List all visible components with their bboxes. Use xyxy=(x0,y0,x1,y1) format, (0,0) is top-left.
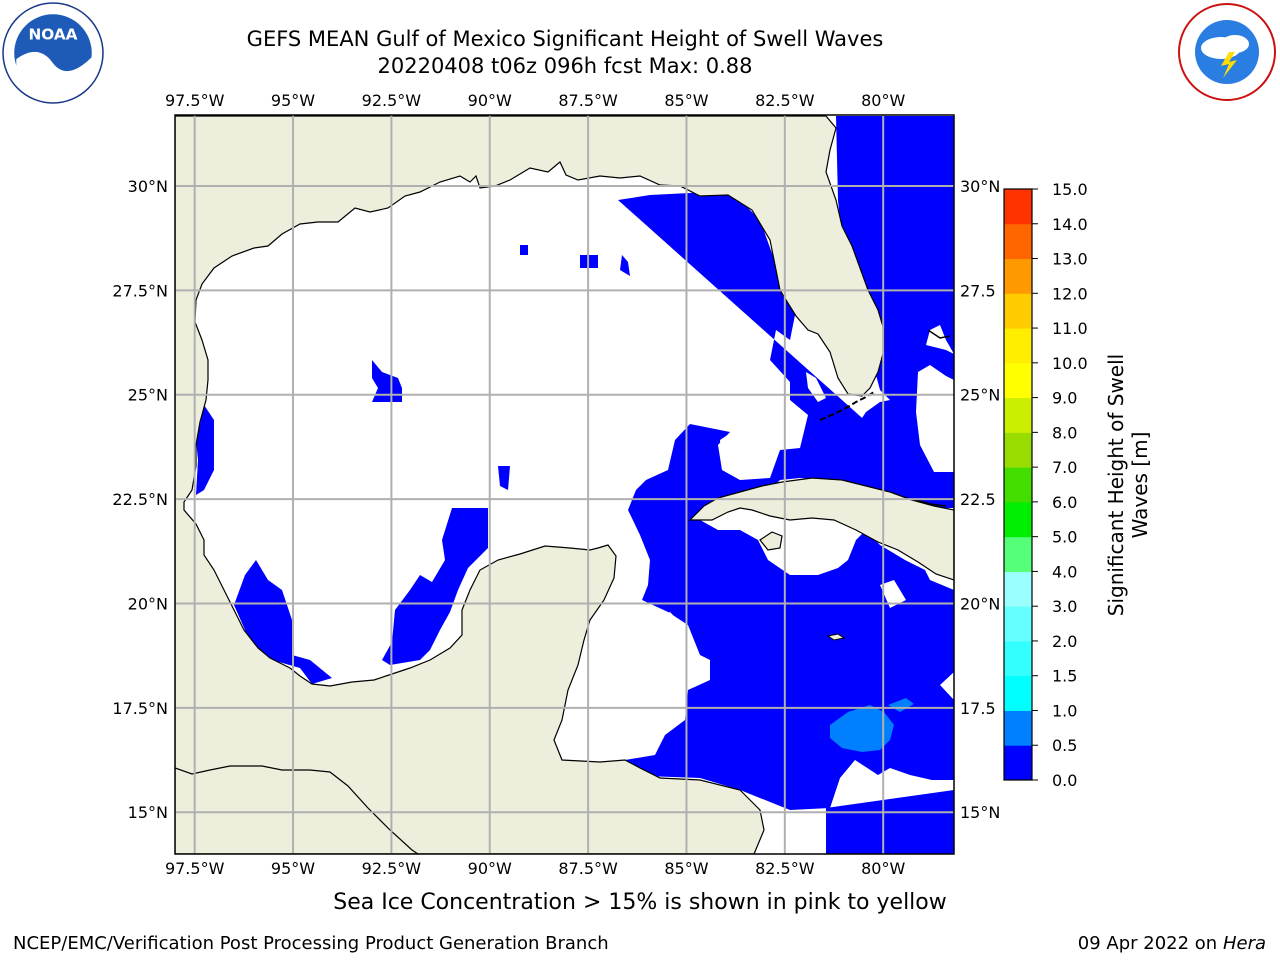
lat-label-right: 27.5 xyxy=(960,281,996,300)
colorbar-tick-label: 4.0 xyxy=(1052,562,1077,581)
colorbar-label: Significant Height of Swell Waves [m] xyxy=(1104,353,1152,617)
land-jamaica xyxy=(826,633,846,641)
lon-label: 87.5°W xyxy=(558,859,618,878)
colorbar-segment xyxy=(1004,675,1032,711)
colorbar-tick-label: 2.0 xyxy=(1052,632,1077,651)
lat-labels-right: 30°N 27.5 25°N 22.5 20°N 17.5 15°N xyxy=(960,177,1000,822)
lat-label: 17.5°N xyxy=(112,699,168,718)
colorbar-segment xyxy=(1004,710,1032,746)
lon-label: 92.5°W xyxy=(362,91,422,110)
land-florida-keys xyxy=(819,391,875,421)
land-pacific-shore xyxy=(175,765,420,854)
lon-label: 82.5°W xyxy=(755,91,815,110)
graticule xyxy=(175,115,954,854)
lon-label: 92.5°W xyxy=(362,859,422,878)
lon-label: 85°W xyxy=(664,859,708,878)
colorbar-segment xyxy=(1004,571,1032,607)
colorbar-frame xyxy=(1003,188,1033,781)
colorbar-segment xyxy=(1004,223,1032,260)
lon-label: 87.5°W xyxy=(558,91,618,110)
colorbar-segment xyxy=(1004,432,1032,468)
lon-label: 90°W xyxy=(468,91,512,110)
lat-label: 30°N xyxy=(128,177,168,196)
colorbar-tick-label: 0.0 xyxy=(1052,771,1077,790)
lat-label: 22.5°N xyxy=(112,490,168,509)
colorbar-segment xyxy=(1004,536,1032,572)
lon-label: 85°W xyxy=(664,91,708,110)
colorbar-segment xyxy=(1004,293,1032,329)
colorbar-segment xyxy=(1004,362,1032,399)
colorbar-tick-label: 15.0 xyxy=(1052,180,1088,199)
lat-label: 20°N xyxy=(128,594,168,613)
lon-label: 80°W xyxy=(861,859,905,878)
forecast-subtitle: 20220408 t06z 096h fcst Max: 0.88 xyxy=(377,54,753,78)
lon-label: 95°W xyxy=(271,859,315,878)
land-isla-juventud xyxy=(759,531,783,551)
colorbar-segment xyxy=(1004,501,1032,538)
lon-labels-bottom: 97.5°W 95°W 92.5°W 90°W 87.5°W 85°W 82.5°W 80°W xyxy=(165,859,906,878)
colorbar-tick-label: 3.0 xyxy=(1052,597,1077,616)
colorbar-tick-label: 5.0 xyxy=(1052,528,1077,547)
colorbar-tick-label: 1.5 xyxy=(1052,667,1077,686)
colorbar-tick-label: 1.0 xyxy=(1052,701,1077,720)
colorbar-tick-label: 13.0 xyxy=(1052,250,1088,269)
colorbar-tick-label: 8.0 xyxy=(1052,423,1077,442)
colorbar-tick-label: 7.0 xyxy=(1052,458,1077,477)
lon-label: 82.5°W xyxy=(755,859,815,878)
lat-label-right: 25°N xyxy=(960,386,1000,405)
map-title: GEFS MEAN Gulf of Mexico Significant Hei… xyxy=(246,27,884,51)
colorbar-tick-label: 10.0 xyxy=(1052,354,1088,373)
map-panel xyxy=(175,115,954,854)
date-text: 09 Apr 2022 on Hera xyxy=(1078,933,1266,954)
map-frame xyxy=(174,114,955,855)
lat-labels-left: 30°N 27.5°N 25°N 22.5°N 20°N 17.5°N 15°N xyxy=(112,177,168,822)
lat-label-right: 17.5 xyxy=(960,699,996,718)
lat-label-right: 15°N xyxy=(960,803,1000,822)
colorbar-tick-label: 12.0 xyxy=(1052,284,1088,303)
colorbar-segment xyxy=(1004,328,1032,364)
field-gaps xyxy=(650,365,954,640)
nws-logo xyxy=(1178,3,1276,101)
colorbar-tick-label: 0.5 xyxy=(1052,736,1077,755)
colorbar-tick-label: 14.0 xyxy=(1052,215,1088,234)
colorbar-segment xyxy=(1004,189,1032,225)
colorbar-segment xyxy=(1004,467,1032,503)
colorbar-tick-label: 9.0 xyxy=(1052,389,1077,408)
colorbar-segment xyxy=(1004,640,1032,677)
colorbar-segment xyxy=(1004,606,1032,642)
colorbar: 0.0 0.5 1.0 1.5 2.0 3.0 4.0 5.0 6.0 7.0 8.0 9.0 10.0… xyxy=(1003,180,1088,790)
colorbar-tick-label: 11.0 xyxy=(1052,319,1088,338)
lon-label: 80°W xyxy=(861,91,905,110)
land-bahamas xyxy=(915,329,951,507)
lat-label: 15°N xyxy=(128,803,168,822)
lat-label: 25°N xyxy=(128,386,168,405)
noaa-logo: NOAA xyxy=(2,2,104,104)
lon-label: 95°W xyxy=(271,91,315,110)
lat-label-right: 22.5 xyxy=(960,490,996,509)
lat-label: 27.5°N xyxy=(112,281,168,300)
lon-label: 97.5°W xyxy=(165,859,225,878)
colorbar-segment xyxy=(1004,258,1032,294)
host-name: Hera xyxy=(1222,933,1266,954)
lon-label: 97.5°W xyxy=(165,91,225,110)
lat-label-right: 20°N xyxy=(960,594,1000,613)
lat-label-right: 30°N xyxy=(960,177,1000,196)
lon-label: 90°W xyxy=(468,859,512,878)
noaa-logo-text: NOAA xyxy=(28,26,77,44)
land-cuba xyxy=(688,477,954,581)
sea-ice-note: Sea Ice Concentration > 15% is shown in … xyxy=(333,890,947,915)
colorbar-segment xyxy=(1004,745,1032,781)
colorbar-tick-label: 6.0 xyxy=(1052,493,1077,512)
date-label: 09 Apr 2022 on xyxy=(1077,933,1218,954)
credit-text: NCEP/EMC/Verification Post Processing Pr… xyxy=(13,933,609,954)
colorbar-segment xyxy=(1004,397,1032,433)
lon-labels-top: 97.5°W 95°W 92.5°W 90°W 87.5°W 85°W 82.5°W 80°W xyxy=(165,91,906,110)
